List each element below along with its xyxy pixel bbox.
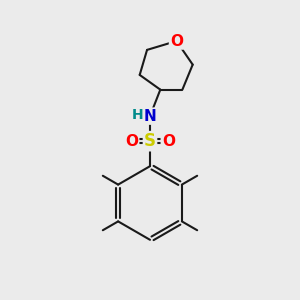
Text: H: H bbox=[132, 108, 143, 122]
Text: O: O bbox=[162, 134, 175, 149]
Text: S: S bbox=[144, 132, 156, 150]
Text: N: N bbox=[144, 109, 156, 124]
Text: O: O bbox=[125, 134, 138, 149]
Text: O: O bbox=[170, 34, 183, 49]
